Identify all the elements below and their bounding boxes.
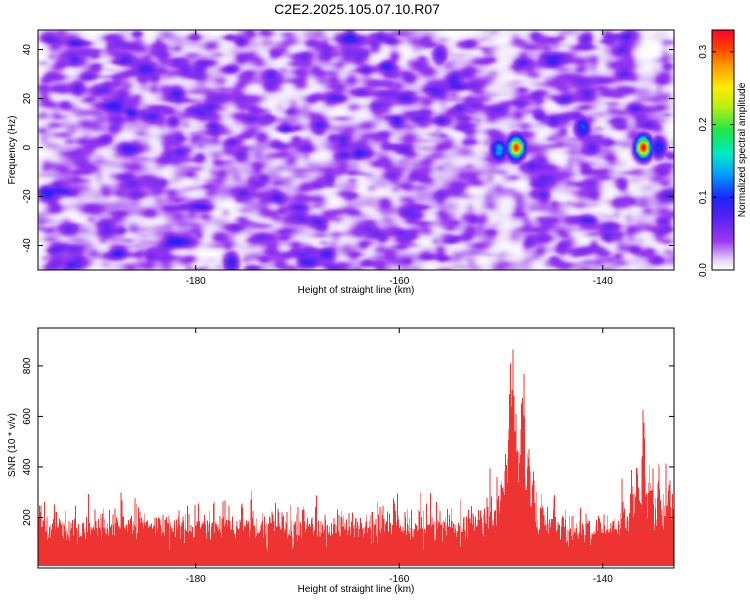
snr-y-axis-label: SNR (10 * v/v) [7, 413, 18, 477]
heatmap-y-axis-label: Frequency (Hz) [7, 116, 18, 185]
x-tick-label: -140 [593, 276, 613, 287]
x-tick-label: -160 [389, 574, 409, 585]
x-tick-label: -180 [186, 276, 206, 287]
x-tick-label: -160 [389, 276, 409, 287]
snr-series [37, 349, 675, 566]
heatmap-panel: -180 -160 -140 -40 -20 0 20 40 Height of strai… [7, 29, 675, 296]
colorbar-gradient [711, 29, 735, 271]
colorbar-label: Normalized spectral amplitude [737, 82, 748, 217]
heatmap-x-axis-label: Height of straight line (km) [298, 285, 415, 296]
x-tick-label: -180 [186, 574, 206, 585]
x-tick-label: -140 [593, 574, 613, 585]
y-tick-label: -40 [22, 238, 33, 253]
snr-x-axis-label: Height of straight line (km) [298, 584, 415, 595]
colorbar-ticks: 0.0 0.1 0.2 0.3 [698, 44, 734, 277]
heatmap-frame [37, 29, 675, 271]
snr-y-ticks: 200 400 600 800 [22, 357, 674, 526]
colorbar: 0.0 0.1 0.2 0.3 Normalized spectral amplitu… [698, 29, 748, 277]
colorbar-tick-label: 0.3 [698, 44, 709, 58]
y-tick-label: 40 [22, 44, 33, 56]
y-tick-label: 800 [22, 357, 33, 374]
heatmap-image [38, 30, 674, 270]
colorbar-tick-label: 0.1 [698, 190, 709, 204]
y-tick-label: 600 [22, 408, 33, 425]
snr-x-ticks: -180 -160 -140 [186, 328, 613, 585]
y-tick-label: 20 [22, 93, 33, 105]
figure-title: C2E2.2025.105.07.10.R07 [274, 1, 440, 17]
heatmap-x-ticks: -180 -160 -140 [186, 30, 613, 287]
colorbar-tick-label: 0.2 [698, 117, 709, 131]
snr-frame [37, 327, 675, 569]
snr-panel: -180 -160 -140 200 400 600 800 Height of stra… [7, 327, 675, 595]
heatmap-y-ticks: -40 -20 0 20 40 [22, 44, 674, 253]
y-tick-label: 0 [22, 144, 33, 150]
colorbar-tick-label: 0.0 [698, 263, 709, 277]
snr-line [37, 349, 675, 566]
y-tick-label: 400 [22, 458, 33, 475]
y-tick-label: 200 [22, 509, 33, 526]
y-tick-label: -20 [22, 189, 33, 204]
